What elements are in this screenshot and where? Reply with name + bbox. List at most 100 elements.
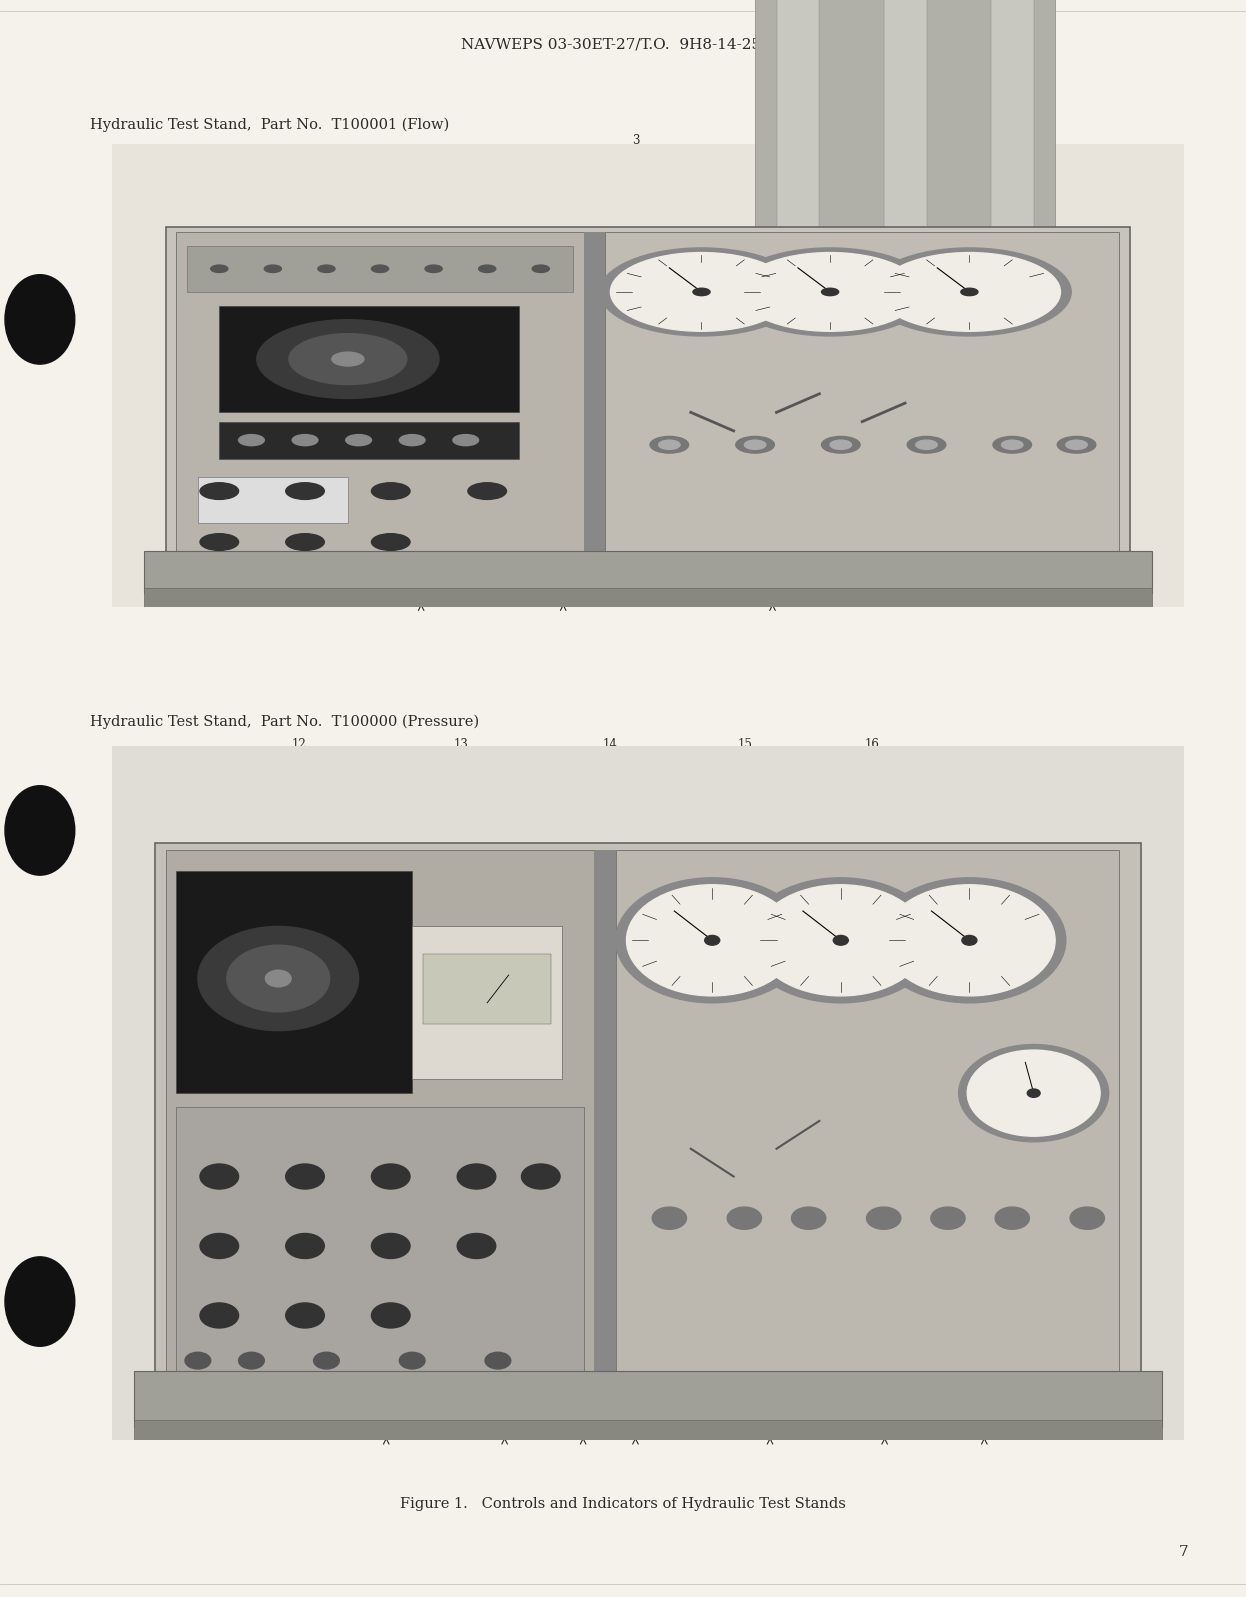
Circle shape [878,252,1060,331]
Circle shape [201,482,238,500]
Circle shape [522,1164,559,1190]
Circle shape [830,441,851,449]
Circle shape [371,265,389,273]
Bar [991,0,1034,264]
Circle shape [744,878,937,1003]
Circle shape [257,319,439,399]
Circle shape [452,434,478,446]
Circle shape [285,1303,324,1329]
Text: Hydraulic Test Stand,  Part No.  T100001 (Flow): Hydraulic Test Stand, Part No. T100001 (… [90,117,449,133]
Circle shape [478,265,496,273]
Bar [133,1370,1163,1426]
Bar [145,588,1151,607]
Circle shape [5,275,75,364]
Circle shape [265,971,292,987]
Text: 22: 22 [628,1421,643,1434]
Circle shape [285,533,324,551]
Circle shape [371,533,410,551]
Bar [155,843,1141,1385]
Text: 5: 5 [769,588,776,600]
Circle shape [739,252,921,331]
Text: 4: 4 [1083,198,1090,211]
Bar [198,478,348,524]
Circle shape [399,1353,425,1369]
Text: 1: 1 [329,144,336,157]
Text: 21: 21 [763,1421,778,1434]
Circle shape [292,434,318,446]
Circle shape [958,1044,1109,1142]
Circle shape [907,436,946,454]
Circle shape [211,265,228,273]
Circle shape [184,1353,211,1369]
Circle shape [821,436,860,454]
Circle shape [728,1207,761,1230]
Text: 9: 9 [383,1421,390,1434]
Circle shape [485,1353,511,1369]
Bar [187,246,573,292]
Text: 24: 24 [497,1421,512,1434]
Bar [145,551,1151,592]
Text: 12: 12 [292,738,307,751]
Circle shape [371,482,410,500]
Bar [219,307,520,412]
Circle shape [371,1303,410,1329]
Text: NAVWEPS 03-30ET-27/T.O.  9H8-14-253-3: NAVWEPS 03-30ET-27/T.O. 9H8-14-253-3 [461,38,785,51]
Text: 11: 11 [177,431,192,444]
Text: 15: 15 [738,738,753,751]
Circle shape [821,287,839,295]
Text: 17: 17 [1062,894,1077,907]
Circle shape [883,885,1055,997]
Circle shape [371,1233,410,1258]
Bar [412,926,562,1080]
Circle shape [238,1353,264,1369]
Circle shape [318,265,335,273]
Circle shape [468,482,506,500]
Text: 3: 3 [632,134,639,147]
Circle shape [873,878,1065,1003]
Bar [166,850,594,1378]
Circle shape [331,353,364,366]
Circle shape [201,533,238,551]
Text: 19: 19 [977,1421,992,1434]
Text: 10: 10 [140,471,155,484]
Bar [133,1420,1163,1440]
Text: 2: 2 [495,144,502,157]
Bar [755,0,1055,273]
Circle shape [345,434,371,446]
Circle shape [532,265,549,273]
Bar [177,232,583,556]
Circle shape [993,436,1032,454]
Bar [616,850,1119,1378]
Circle shape [627,885,797,997]
Circle shape [399,434,425,446]
Circle shape [314,1353,339,1369]
Text: 16: 16 [865,738,880,751]
Circle shape [867,248,1072,335]
Circle shape [866,1207,901,1230]
Bar [776,0,820,264]
Circle shape [693,287,710,295]
Circle shape [728,248,932,335]
Text: Hydraulic Test Stand,  Part No.  T100000 (Pressure): Hydraulic Test Stand, Part No. T100000 (… [90,714,478,730]
Circle shape [201,1303,238,1329]
Bar [177,870,412,1092]
Circle shape [201,1164,238,1190]
Circle shape [1058,436,1095,454]
Text: 11: 11 [177,1028,192,1041]
Circle shape [611,252,792,331]
Circle shape [916,441,937,449]
Text: 23: 23 [576,1421,591,1434]
Circle shape [1065,441,1088,449]
Circle shape [289,334,406,385]
Text: 10: 10 [140,1065,155,1078]
Text: 8,7,6: 8,7,6 [548,588,578,600]
Bar [219,422,520,458]
Bar [177,1107,583,1370]
Circle shape [457,1233,496,1258]
Circle shape [996,1207,1029,1230]
Bar [883,0,927,264]
Circle shape [1027,1089,1040,1097]
Circle shape [736,436,774,454]
Circle shape [650,436,689,454]
Circle shape [652,1207,687,1230]
